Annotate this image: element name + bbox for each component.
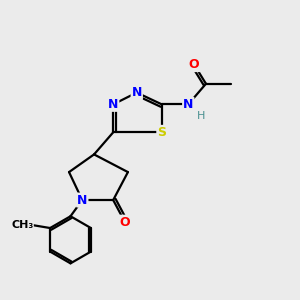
- Text: S: S: [157, 126, 166, 139]
- Text: O: O: [189, 58, 200, 71]
- Text: N: N: [132, 86, 142, 99]
- Text: N: N: [77, 194, 88, 207]
- Text: N: N: [108, 98, 119, 111]
- Text: N: N: [183, 98, 194, 111]
- Text: O: O: [120, 216, 130, 229]
- Text: CH₃: CH₃: [11, 220, 33, 230]
- Text: H: H: [197, 111, 206, 121]
